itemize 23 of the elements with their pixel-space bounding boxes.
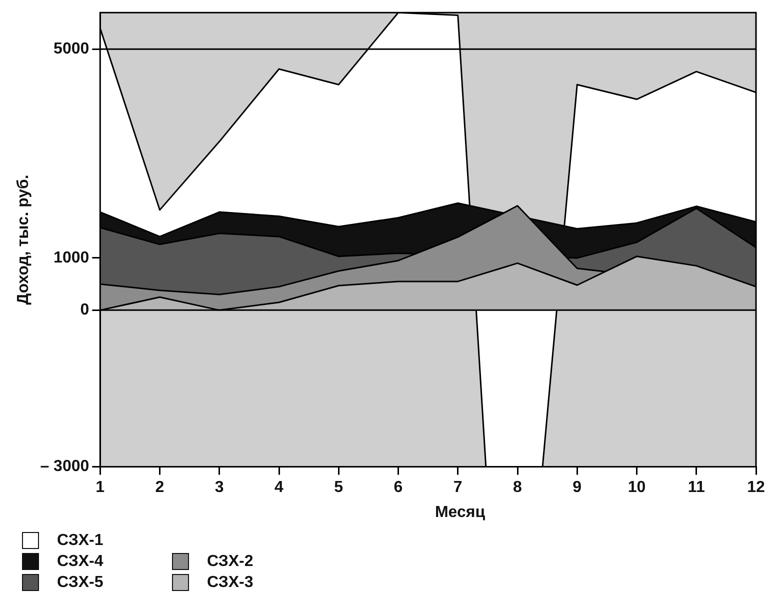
y-tick-label: 0 xyxy=(80,302,90,319)
legend-label: СЗХ-2 xyxy=(207,552,254,570)
y-tick-label: 1000 xyxy=(54,249,90,266)
x-tick-label: 10 xyxy=(628,478,646,496)
x-tick-label: 6 xyxy=(394,478,403,496)
y-tick-label: – 3000 xyxy=(40,458,90,476)
y-tick-label: 5000 xyxy=(54,40,90,58)
legend-label: СЗХ-3 xyxy=(207,574,254,592)
legend-label: СЗХ-5 xyxy=(57,574,104,592)
x-axis-title: Месяц xyxy=(434,504,486,522)
x-tick-label: 5 xyxy=(334,478,344,496)
x-tick-label: 7 xyxy=(453,478,462,496)
x-tick-label: 9 xyxy=(572,478,582,496)
legend-label: СЗХ-4 xyxy=(57,552,104,570)
x-tick-label: 3 xyxy=(214,478,224,496)
x-tick-label: 1 xyxy=(96,478,105,496)
x-tick-label: 2 xyxy=(155,478,164,496)
x-tick-label: 8 xyxy=(513,478,522,496)
legend-label: СЗХ-1 xyxy=(57,532,104,550)
y-axis-title: Доход, тыс. руб. xyxy=(15,174,32,305)
x-tick-label: 4 xyxy=(274,478,284,496)
x-tick-label: 12 xyxy=(747,478,765,496)
x-tick-label: 11 xyxy=(688,478,705,496)
